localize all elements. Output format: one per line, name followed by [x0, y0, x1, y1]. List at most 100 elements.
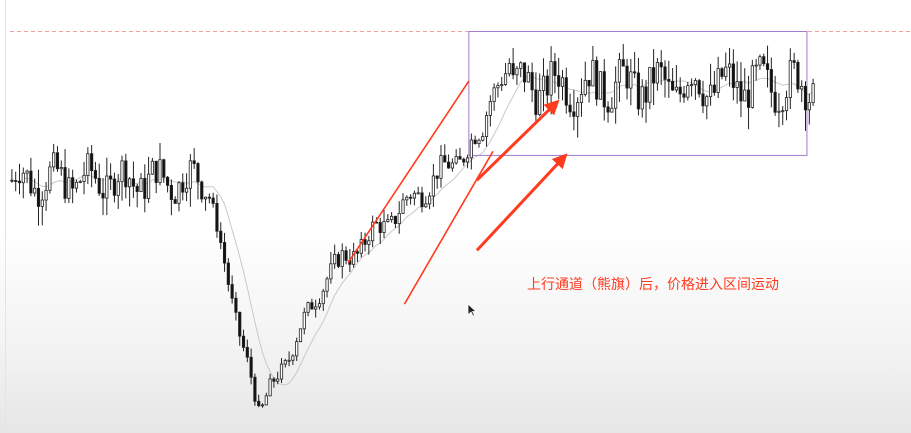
candle-body [401, 199, 405, 214]
candle-body [803, 85, 808, 111]
candle-body [796, 62, 800, 90]
candle-body [112, 178, 116, 196]
candle-body [598, 71, 603, 100]
candle-body [739, 81, 743, 102]
candle-body [769, 69, 773, 93]
candle-body [519, 62, 523, 69]
candle-body [222, 242, 227, 264]
candle-body [663, 66, 667, 80]
candle-body [716, 68, 720, 93]
candle-body [807, 102, 811, 111]
candle-body [74, 181, 79, 189]
candle-body [568, 104, 572, 113]
candle-body [317, 303, 322, 308]
candle-body [557, 75, 561, 87]
candle-body [671, 80, 675, 91]
mouse-cursor-icon [467, 303, 477, 317]
candle-body [336, 254, 341, 267]
candle-body [435, 175, 439, 179]
candle-body [238, 311, 242, 337]
candle-body [29, 170, 33, 194]
candle-body [264, 395, 268, 406]
candle-body [530, 72, 534, 91]
candle-body [587, 79, 591, 87]
candle-body [33, 187, 37, 194]
candle-body [488, 101, 492, 116]
candle-body [162, 159, 166, 178]
candle-body [443, 155, 447, 163]
candle-body [139, 177, 143, 192]
channel-upper-line [347, 80, 470, 264]
candle-body [25, 170, 29, 174]
candle-body [454, 156, 458, 164]
candle-body [390, 215, 394, 220]
candle-body [321, 290, 325, 305]
candle-body [746, 89, 751, 108]
candle-body [310, 302, 314, 310]
candle-body [196, 163, 200, 183]
candle-body [617, 59, 622, 83]
candle-body [177, 182, 181, 204]
candle-body [344, 250, 348, 261]
candle-body [329, 263, 333, 280]
candle-body [526, 72, 530, 83]
candle-body [86, 153, 90, 176]
candle-body [203, 196, 208, 200]
candle-body [754, 64, 758, 67]
candle-body [602, 71, 606, 108]
candle-body [371, 221, 375, 242]
candle-body [633, 71, 637, 74]
candle-body [640, 86, 644, 110]
candle-body [462, 158, 466, 163]
candle-body [652, 67, 656, 84]
left-edge-rule [5, 0, 6, 433]
candle-body [306, 302, 310, 313]
candle-body [439, 155, 443, 179]
candle-body [143, 177, 147, 199]
candle-body [492, 87, 496, 103]
candle-body [241, 335, 246, 348]
candle-body [507, 63, 511, 75]
candle-body [731, 63, 735, 88]
candle-body [428, 195, 432, 205]
breakout-arrow-upper [475, 99, 560, 182]
candle-body [90, 153, 94, 171]
candle-body [682, 93, 686, 98]
candle-body [727, 63, 732, 68]
candle-body [101, 192, 105, 199]
candle-body [82, 174, 86, 182]
candle-body [355, 251, 360, 254]
candle-body [260, 404, 265, 407]
candle-body [534, 89, 538, 115]
candle-body [629, 71, 633, 89]
candle-body [701, 93, 705, 107]
candle-body [215, 202, 219, 232]
candle-body [36, 187, 41, 207]
annotation-text: 上行通道（熊旗）后，价格进入区间运动 [527, 277, 779, 293]
candle-body [572, 111, 576, 117]
candle-body [659, 62, 663, 68]
candle-body [705, 96, 709, 107]
candle-body [583, 79, 587, 95]
candle-body [192, 160, 196, 164]
candle-body [283, 360, 287, 365]
candle-body [55, 152, 60, 170]
candle-body [287, 359, 291, 362]
candle-body [458, 156, 462, 160]
candle-body [158, 159, 162, 183]
candle-body [781, 110, 785, 113]
candle-body [226, 262, 230, 285]
candle-body [386, 219, 390, 222]
candle-body [484, 114, 489, 137]
candle-body [234, 297, 238, 313]
candle-body [21, 172, 25, 184]
candle-body [591, 60, 595, 87]
candle-body [446, 161, 451, 169]
candle-body [109, 175, 113, 180]
candle-body [477, 139, 481, 144]
candle-body [257, 400, 261, 407]
candle-body [678, 86, 682, 95]
candle-body [169, 184, 173, 200]
candle-body [473, 139, 477, 144]
